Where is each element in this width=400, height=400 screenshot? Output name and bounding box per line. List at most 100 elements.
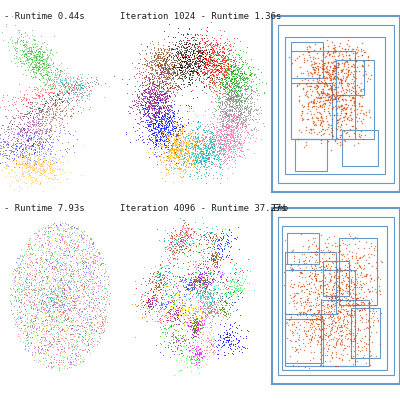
Point: [174, 144, 180, 151]
Point: [40, 59, 46, 66]
Point: [169, 301, 176, 307]
Point: [282, 237, 288, 243]
Point: [155, 60, 162, 66]
Point: [153, 94, 160, 100]
Point: [206, 339, 212, 345]
Point: [320, 281, 327, 288]
Point: [219, 290, 225, 296]
Point: [56, 123, 62, 130]
Point: [28, 48, 35, 54]
Point: [222, 138, 228, 144]
Point: [226, 341, 233, 347]
Point: [166, 52, 172, 59]
Point: [55, 176, 62, 182]
Point: [20, 95, 27, 102]
Point: [51, 89, 58, 95]
Point: [86, 266, 93, 272]
Point: [13, 98, 19, 104]
Point: [76, 306, 83, 312]
Point: [229, 107, 236, 114]
Point: [328, 330, 334, 337]
Point: [183, 231, 189, 237]
Point: [80, 274, 86, 280]
Point: [214, 151, 220, 158]
Point: [192, 148, 198, 154]
Point: [339, 92, 346, 98]
Point: [82, 315, 88, 322]
Point: [165, 343, 171, 350]
Point: [17, 175, 23, 182]
Point: [47, 150, 53, 157]
Point: [70, 317, 76, 324]
Point: [21, 158, 27, 164]
Point: [198, 152, 205, 158]
Point: [77, 352, 83, 359]
Point: [165, 32, 171, 39]
Point: [232, 96, 238, 103]
Point: [169, 145, 176, 152]
Point: [210, 62, 216, 68]
Point: [178, 278, 184, 285]
Point: [82, 264, 89, 271]
Point: [154, 280, 161, 286]
Point: [148, 114, 155, 121]
Point: [223, 140, 230, 147]
Point: [189, 312, 195, 318]
Point: [224, 146, 230, 153]
Point: [186, 252, 193, 259]
Point: [71, 318, 78, 324]
Point: [190, 276, 197, 282]
Point: [201, 309, 208, 316]
Point: [208, 34, 215, 41]
Point: [178, 309, 184, 315]
Point: [341, 266, 347, 273]
Point: [230, 118, 237, 125]
Point: [46, 94, 52, 100]
Point: [90, 290, 97, 297]
Point: [154, 117, 161, 124]
Point: [184, 64, 191, 70]
Point: [235, 109, 241, 115]
Point: [30, 310, 36, 316]
Point: [43, 76, 50, 82]
Point: [46, 68, 52, 75]
Point: [28, 73, 34, 79]
Point: [182, 245, 189, 251]
Point: [324, 50, 331, 56]
Point: [64, 339, 71, 345]
Point: [229, 132, 236, 139]
Point: [236, 73, 243, 79]
Point: [232, 341, 238, 347]
Point: [180, 138, 186, 144]
Point: [159, 91, 166, 98]
Point: [202, 256, 209, 263]
Point: [49, 326, 56, 332]
Point: [312, 284, 318, 290]
Point: [15, 128, 21, 135]
Point: [217, 156, 224, 163]
Point: [14, 130, 20, 136]
Point: [59, 280, 66, 286]
Point: [24, 124, 31, 131]
Point: [163, 80, 170, 86]
Point: [206, 233, 212, 239]
Point: [178, 142, 184, 148]
Point: [138, 80, 145, 86]
Point: [40, 336, 47, 343]
Point: [76, 82, 82, 88]
Point: [204, 49, 210, 55]
Point: [205, 294, 211, 300]
Point: [199, 155, 205, 162]
Point: [41, 102, 47, 108]
Point: [188, 368, 194, 374]
Point: [2, 173, 8, 179]
Point: [182, 159, 189, 166]
Point: [87, 323, 94, 329]
Point: [146, 78, 152, 84]
Point: [155, 124, 162, 130]
Point: [214, 149, 220, 156]
Point: [46, 228, 53, 234]
Point: [31, 54, 38, 60]
Point: [194, 343, 200, 349]
Point: [136, 50, 142, 56]
